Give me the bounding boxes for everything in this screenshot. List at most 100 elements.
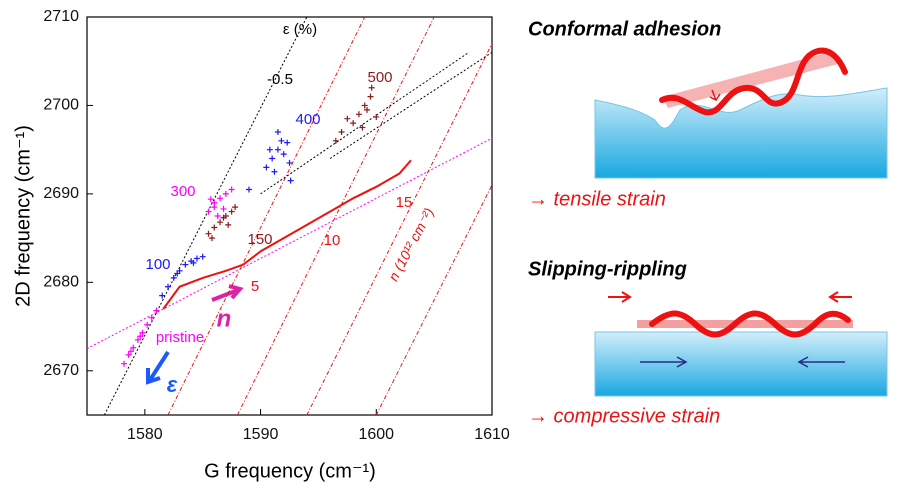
cluster-label: pristine [156, 329, 204, 346]
panel-caption: → compressive strain [528, 405, 720, 427]
point [214, 213, 221, 219]
point [139, 329, 146, 336]
point [228, 186, 235, 193]
point [127, 348, 134, 355]
point [222, 190, 229, 197]
reference-line [87, 137, 492, 350]
point [208, 235, 215, 242]
point [361, 102, 368, 109]
point [266, 146, 273, 153]
annotation: n (10¹² cm⁻²) [385, 205, 437, 284]
point [217, 219, 224, 226]
point [125, 351, 132, 358]
epsilon-arrow [146, 350, 170, 385]
cluster-label: 500 [367, 69, 392, 86]
plot-frame [86, 16, 493, 416]
reference-line [103, 17, 308, 415]
point [232, 204, 239, 211]
point [228, 208, 235, 215]
point [359, 124, 366, 131]
annotation: 15 [396, 194, 413, 211]
point [199, 253, 206, 260]
point [332, 137, 339, 144]
point [211, 204, 218, 211]
cluster-label: 150 [247, 231, 272, 248]
reference-line [375, 184, 492, 415]
point [144, 321, 151, 328]
point [263, 164, 270, 171]
conformal-diagram [594, 47, 888, 179]
x-axis-label: G frequency (cm⁻¹) [204, 460, 376, 482]
point [368, 84, 375, 91]
point [338, 128, 345, 135]
point [274, 128, 281, 135]
reference-line [167, 17, 366, 415]
point [121, 360, 128, 367]
point [364, 106, 371, 113]
point [269, 155, 276, 162]
x-tick-label: 1580 [127, 426, 163, 443]
y-tick-label: 2700 [43, 97, 79, 114]
reference-line [306, 43, 492, 415]
point [350, 120, 357, 127]
point [159, 292, 166, 299]
point [225, 221, 232, 228]
annotation: -0.5 [267, 71, 293, 88]
cluster-label: 100 [145, 256, 170, 273]
panel-title: Conformal adhesion [528, 18, 721, 40]
point [205, 208, 212, 215]
point [211, 224, 218, 231]
x-tick-label: 1610 [474, 426, 510, 443]
annotation: 5 [251, 278, 259, 295]
slipping-diagram [594, 291, 888, 397]
point [137, 333, 144, 340]
annotation: 10 [324, 232, 341, 249]
point [287, 177, 294, 184]
point [193, 255, 200, 262]
y-tick-label: 2710 [43, 8, 79, 25]
point [153, 307, 160, 314]
point [271, 168, 278, 175]
reference-line [236, 17, 435, 415]
point [134, 336, 141, 343]
annotation: n [217, 305, 232, 332]
cluster-label: 400 [295, 111, 320, 128]
point [367, 93, 374, 100]
point [182, 261, 189, 268]
point [373, 113, 380, 120]
point [190, 259, 197, 266]
panel-title: Slipping-rippling [528, 258, 687, 280]
point [207, 196, 214, 203]
x-tick-label: 1600 [358, 426, 394, 443]
point [174, 270, 181, 277]
panel-caption: → tensile strain [528, 188, 666, 210]
point [205, 230, 212, 237]
point [148, 314, 155, 321]
x-tick-label: 1590 [243, 426, 279, 443]
y-tick-label: 2690 [43, 185, 79, 202]
y-axis-label: 2D frequency (cm⁻¹) [12, 125, 34, 307]
reference-line [260, 51, 470, 195]
y-tick-label: 2670 [43, 362, 79, 379]
point [286, 159, 293, 166]
point [170, 274, 177, 281]
point [220, 205, 227, 212]
point [278, 137, 285, 144]
reference-line [329, 51, 492, 159]
cluster-label: 300 [170, 183, 195, 200]
point [274, 146, 281, 153]
annotation: ε [167, 372, 178, 397]
point [344, 115, 351, 122]
point [217, 195, 224, 202]
point [165, 283, 171, 290]
annotation: ε (%) [283, 21, 317, 38]
y-tick-label: 2680 [43, 274, 79, 291]
point [280, 151, 287, 158]
doping-curve [162, 159, 412, 310]
point [220, 214, 227, 221]
n-arrow [211, 284, 244, 302]
point [130, 344, 137, 351]
point [284, 139, 291, 146]
point [355, 111, 362, 118]
